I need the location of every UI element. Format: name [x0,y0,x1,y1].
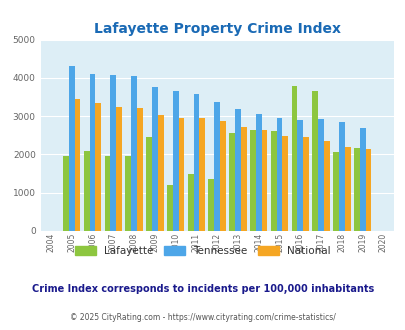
Bar [166,185,172,231]
Bar [75,99,80,231]
Bar [63,155,69,231]
Text: © 2025 CityRating.com - https://www.cityrating.com/crime-statistics/: © 2025 CityRating.com - https://www.city… [70,313,335,322]
Bar [146,137,151,231]
Bar [193,94,199,231]
Bar [178,118,184,231]
Bar [255,114,261,231]
Bar [323,141,329,231]
Bar [249,130,255,231]
Bar [276,118,282,231]
Bar [338,122,344,231]
Bar [131,76,136,231]
Legend: Lafayette, Tennessee, National: Lafayette, Tennessee, National [71,242,334,260]
Bar [297,120,303,231]
Bar [318,119,323,231]
Title: Lafayette Property Crime Index: Lafayette Property Crime Index [94,22,340,36]
Bar [261,130,267,231]
Bar [158,115,163,231]
Bar [95,103,101,231]
Bar [344,147,350,231]
Bar [208,179,214,231]
Text: Crime Index corresponds to incidents per 100,000 inhabitants: Crime Index corresponds to incidents per… [32,284,373,294]
Bar [291,85,297,231]
Bar [83,150,90,231]
Bar [125,155,131,231]
Bar [359,128,364,231]
Bar [116,107,122,231]
Bar [104,155,110,231]
Bar [353,148,359,231]
Bar [333,152,338,231]
Bar [110,75,116,231]
Bar [151,87,158,231]
Bar [240,127,246,231]
Bar [90,74,95,231]
Bar [214,102,220,231]
Bar [136,108,143,231]
Bar [364,149,371,231]
Bar [187,174,193,231]
Bar [172,91,178,231]
Bar [270,131,276,231]
Bar [311,91,318,231]
Bar [199,118,205,231]
Bar [282,136,288,231]
Bar [303,137,308,231]
Bar [234,109,240,231]
Bar [69,66,75,231]
Bar [229,133,234,231]
Bar [220,121,225,231]
